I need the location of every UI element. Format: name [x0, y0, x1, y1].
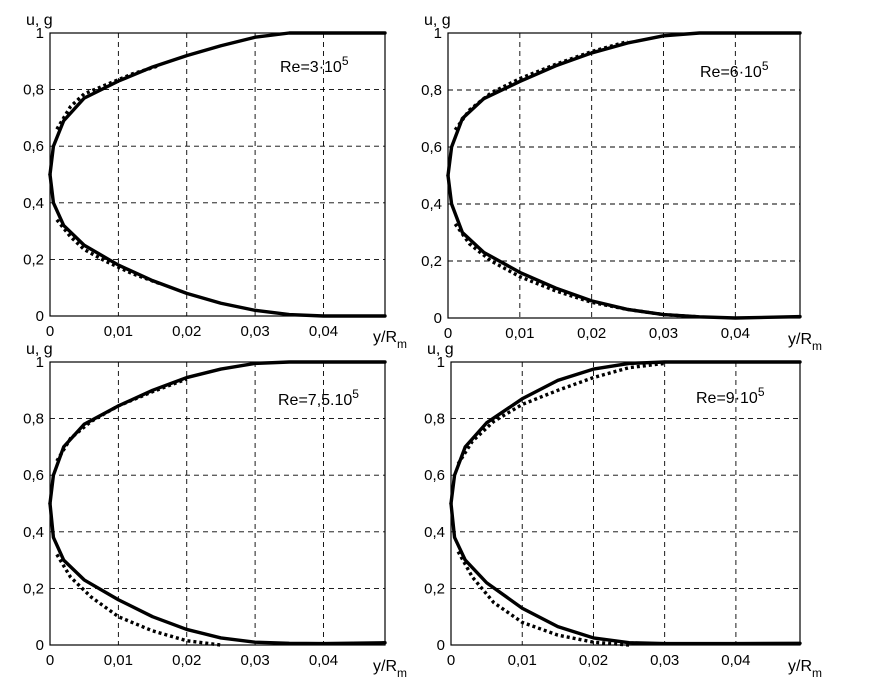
y-tick-label: 0,4 [23, 195, 44, 212]
x-tick-label: 0 [444, 325, 452, 342]
y-tick-label: 1 [36, 25, 44, 42]
y-tick-label: 0 [36, 308, 44, 325]
re-annotation: Re=9·105 [696, 385, 765, 407]
x-axis-label: y/Rm [373, 658, 407, 680]
x-tick-label: 0,04 [721, 325, 750, 342]
solid-series-2 [48, 501, 387, 646]
y-tick-label: 1 [434, 25, 442, 42]
y-tick-label: 0,6 [23, 467, 44, 484]
panel-1: 0 0,2 0,4 0,6 0,8 1 0 0,01 0,02 0,03 0,04 u, g y/Rm R… [23, 12, 407, 351]
x-tick-label: 0,02 [579, 652, 608, 669]
panel-2: 0 0,2 0,4 0,6 0,8 1 0 0,01 0,02 0,03 0,04 u, g y/Rm R… [421, 12, 822, 353]
panel-3: 0 0,2 0,4 0,6 0,8 1 0 0,01 0,02 0,03 0,04 u, g y/Rm R… [23, 341, 407, 680]
y-tick-label: 0,8 [421, 82, 442, 99]
x-tick-label: 0,03 [650, 652, 679, 669]
panel-4: 0 0,2 0,4 0,6 0,8 1 0 0,01 0,02 0,03 0,04 u, g y/Rm R… [424, 341, 822, 680]
dotted-series-4 [55, 553, 222, 647]
y-tick-label: 0 [36, 637, 44, 654]
y-axis-label: u, g [424, 12, 451, 29]
y-tick-label: 1 [437, 354, 445, 371]
y-tick-label: 1 [36, 354, 44, 371]
x-tick-label: 0,04 [309, 323, 338, 340]
y-tick-label: 0,2 [421, 253, 442, 270]
x-tick-label: 0,03 [241, 323, 270, 340]
x-tick-label: 0,02 [172, 323, 201, 340]
x-tick-label: 0,01 [104, 323, 133, 340]
x-tick-label: 0,01 [505, 325, 534, 342]
dotted-series-3 [453, 39, 629, 131]
y-tick-label: 0,2 [23, 251, 44, 268]
y-axis-label: u, g [427, 341, 454, 358]
dotted-series-4 [55, 218, 160, 286]
solid-series-2 [48, 172, 387, 318]
y-tick-label: 0 [437, 637, 445, 654]
dotted-series-3 [55, 377, 188, 462]
solid-series-1 [48, 360, 387, 506]
re-annotation: Re=3·105 [280, 54, 349, 76]
solid-series-1 [48, 31, 387, 177]
x-tick-label: 0 [46, 323, 54, 340]
y-tick-label: 0,6 [421, 139, 442, 156]
y-tick-label: 0,4 [23, 524, 44, 541]
x-tick-label: 0,03 [649, 325, 678, 342]
y-tick-label: 0,6 [23, 138, 44, 155]
x-tick-label: 0,04 [309, 652, 338, 669]
y-tick-label: 0,6 [424, 467, 445, 484]
x-tick-label: 0 [46, 652, 54, 669]
dotted-series-3 [456, 361, 665, 465]
y-tick-label: 0,8 [424, 411, 445, 428]
solid-series-1 [446, 31, 802, 178]
y-axis-label: u, g [26, 341, 53, 358]
x-tick-label: 0,01 [508, 652, 537, 669]
x-tick-label: 0,01 [104, 652, 133, 669]
y-tick-label: 0 [434, 310, 442, 327]
x-axis-label: y/Rm [373, 329, 407, 351]
y-tick-label: 0,4 [424, 524, 445, 541]
solid-series-1 [449, 360, 802, 506]
y-tick-label: 0,8 [23, 411, 44, 428]
dotted-series-4 [453, 222, 700, 319]
x-axis-label: y/Rm [788, 658, 822, 680]
re-annotation: Re=7,5.105 [278, 387, 359, 409]
y-axis-label: u, g [26, 12, 53, 29]
x-axis-label: y/Rm [788, 331, 822, 353]
solid-series-2 [446, 173, 802, 320]
x-tick-label: 0,03 [241, 652, 270, 669]
dotted-series-3 [55, 63, 160, 131]
re-annotation: Re=6·105 [700, 59, 769, 81]
y-tick-label: 0,2 [424, 580, 445, 597]
x-tick-label: 0,02 [172, 652, 201, 669]
solid-series-2 [449, 501, 802, 646]
y-tick-label: 0,8 [23, 82, 44, 99]
dotted-series-4 [456, 550, 630, 647]
x-tick-label: 0,04 [721, 652, 750, 669]
y-tick-label: 0,4 [421, 196, 442, 213]
x-tick-label: 0 [447, 652, 455, 669]
x-tick-label: 0,02 [577, 325, 606, 342]
y-tick-label: 0,2 [23, 580, 44, 597]
